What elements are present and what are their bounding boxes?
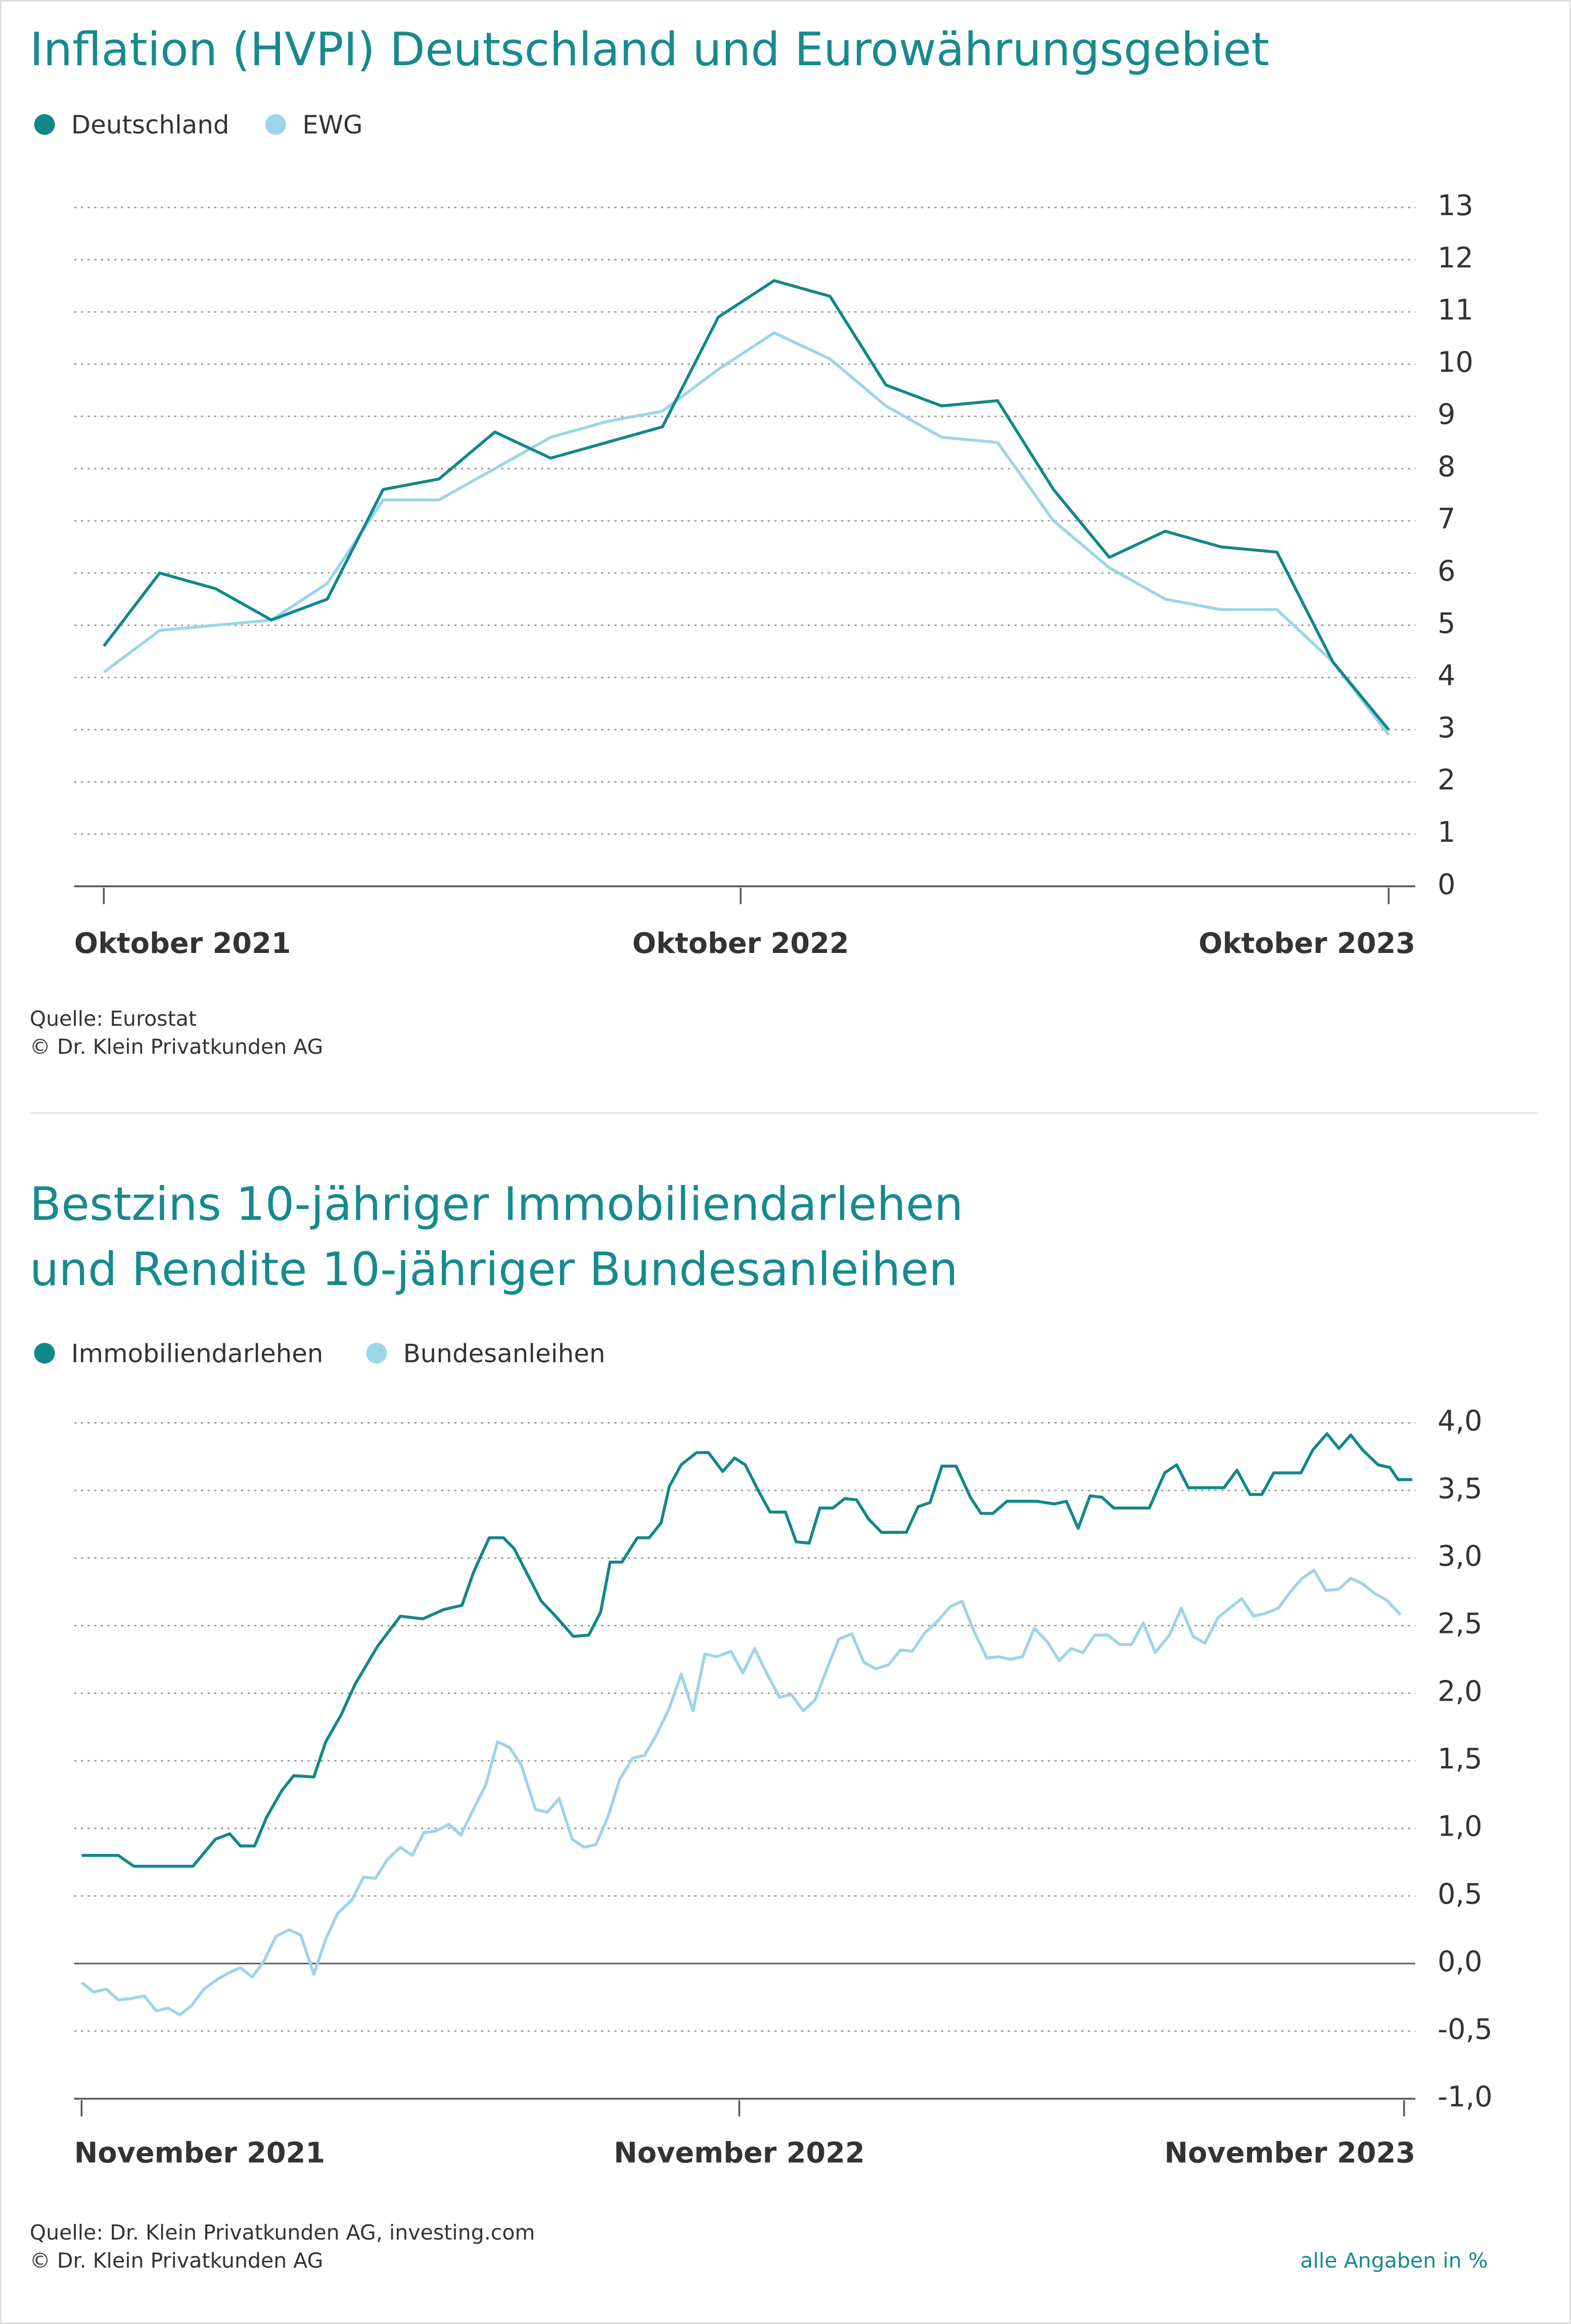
legend-marker	[265, 114, 286, 135]
y-tick-label: 12	[1438, 242, 1473, 275]
y-tick-label: 1	[1438, 816, 1455, 849]
legend-marker	[34, 1343, 55, 1364]
x-tick-label: Oktober 2022	[632, 927, 849, 960]
legend-label: EWG	[302, 110, 362, 140]
x-tick-label: November 2022	[614, 2136, 864, 2169]
series-line	[81, 1432, 1413, 1868]
copyright: © Dr. Klein Privatkunden AG	[30, 1034, 324, 1059]
y-tick-label: 5	[1438, 607, 1455, 640]
y-tick-label: 10	[1438, 346, 1473, 379]
y-tick-label: 7	[1438, 503, 1455, 535]
y-tick-label: 1,0	[1438, 1810, 1483, 1843]
copyright: © Dr. Klein Privatkunden AG	[30, 2249, 324, 2273]
x-tick-label: Oktober 2021	[74, 927, 291, 960]
y-tick-label: 4	[1438, 659, 1455, 692]
x-tick-label: November 2023	[1165, 2136, 1415, 2169]
y-tick-label: 3,0	[1438, 1540, 1483, 1573]
legend-marker	[366, 1343, 387, 1364]
chart-title: Inflation (HVPI) Deutschland und Eurowäh…	[30, 23, 1269, 76]
legend-label: Deutschland	[71, 110, 229, 140]
y-tick-label: 0	[1438, 868, 1455, 901]
chart-title: Bestzins 10-jähriger Immobiliendarlehen	[30, 1178, 963, 1231]
source: Quelle: Eurostat	[30, 1007, 197, 1031]
series-line	[103, 279, 1390, 731]
series-line	[103, 331, 1390, 736]
y-tick-label: 6	[1438, 555, 1455, 588]
y-tick-label: 3	[1438, 711, 1455, 744]
x-tick-label: November 2021	[74, 2136, 325, 2169]
series-line	[80, 1569, 1402, 2017]
y-tick-label: 13	[1438, 190, 1473, 222]
x-tick-label: Oktober 2023	[1198, 927, 1415, 960]
y-tick-label: 0,0	[1438, 1945, 1483, 1978]
chart-title: und Rendite 10-jähriger Bundesanleihen	[30, 1243, 958, 1296]
y-tick-label: 0,5	[1438, 1878, 1483, 1910]
y-tick-label: 8	[1438, 450, 1455, 483]
note: alle Angaben in %	[1300, 2249, 1488, 2273]
y-tick-label: 2	[1438, 764, 1455, 797]
y-tick-label: 9	[1438, 398, 1455, 431]
y-tick-label: 4,0	[1438, 1405, 1483, 1438]
legend-marker	[34, 114, 55, 135]
source: Quelle: Dr. Klein Privatkunden AG, inves…	[30, 2220, 535, 2245]
y-tick-label: -0,5	[1438, 2013, 1493, 2046]
y-tick-label: 1,5	[1438, 1743, 1483, 1775]
legend-label: Immobiliendarlehen	[71, 1339, 324, 1368]
y-tick-label: 3,5	[1438, 1472, 1483, 1505]
legend-label: Bundesanleihen	[403, 1339, 606, 1368]
y-tick-label: 2,5	[1438, 1608, 1483, 1641]
y-tick-label: 2,0	[1438, 1675, 1483, 1708]
y-tick-label: -1,0	[1438, 2080, 1493, 2113]
y-tick-label: 11	[1438, 294, 1473, 327]
